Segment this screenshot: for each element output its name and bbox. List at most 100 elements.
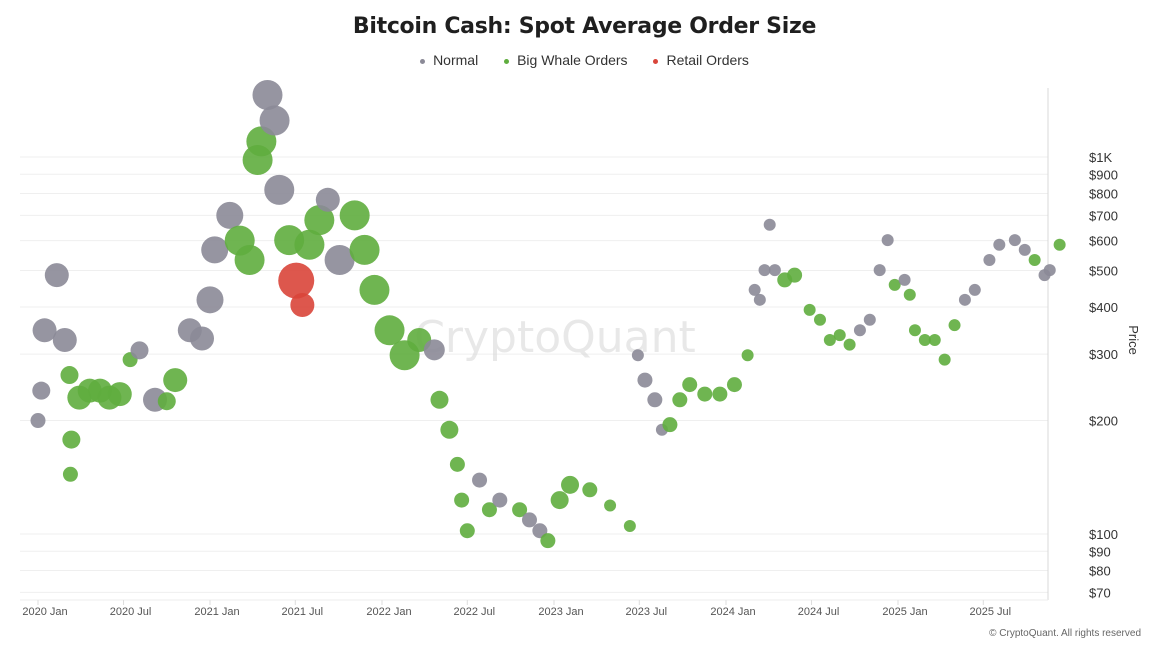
data-point-whale (843, 338, 856, 351)
data-point-whale (903, 288, 916, 301)
x-tick-label: 2021 Jul (281, 606, 323, 618)
x-tick-label: 2025 Jul (969, 606, 1011, 618)
data-point-normal (748, 283, 761, 296)
data-point-whale (339, 200, 370, 231)
data-point-normal (863, 313, 876, 326)
data-point-whale (459, 523, 475, 539)
data-point-whale (449, 456, 465, 472)
data-point-normal (993, 238, 1006, 251)
data-point-whale (938, 353, 951, 366)
legend-item-whale[interactable]: Big Whale Orders (504, 52, 628, 68)
data-point-whale (623, 520, 636, 533)
data-point-normal (423, 339, 445, 361)
data-point-whale (157, 392, 176, 411)
data-point-normal (130, 341, 149, 360)
data-point-normal (1043, 264, 1056, 277)
data-point-normal (521, 512, 537, 528)
data-point-whale (540, 533, 556, 549)
data-point-whale (454, 492, 470, 508)
data-point-whale (374, 315, 405, 346)
x-tick-label: 2023 Jan (538, 606, 583, 618)
legend-item-normal[interactable]: Normal (420, 52, 478, 68)
data-point-whale (481, 502, 497, 518)
data-point-whale (1053, 238, 1066, 251)
data-point-normal (647, 392, 663, 408)
legend-dot-retail (653, 58, 659, 64)
data-point-normal (753, 293, 766, 306)
data-point-whale (582, 482, 598, 498)
data-point-whale (672, 392, 688, 408)
y-tick-label: $700 (1089, 208, 1118, 223)
data-point-whale (697, 386, 713, 402)
data-point-whale (813, 313, 826, 326)
watermark: CryptoQuant (414, 312, 696, 363)
data-point-normal (898, 273, 911, 286)
legend-label-retail: Retail Orders (666, 52, 749, 68)
data-point-whale (823, 334, 836, 347)
legend-dot-normal (420, 58, 426, 64)
y-tick-label: $200 (1089, 414, 1118, 429)
x-tick-label: 2020 Jul (110, 606, 152, 618)
data-point-whale (62, 430, 81, 449)
data-point-whale (888, 278, 901, 291)
y-tick-label: $100 (1089, 527, 1118, 542)
data-point-normal (190, 326, 215, 351)
legend: Normal Big Whale Orders Retail Orders (0, 52, 1169, 68)
data-point-normal (1008, 234, 1021, 247)
legend-item-retail[interactable]: Retail Orders (653, 52, 749, 68)
y-tick-label: $500 (1089, 263, 1118, 278)
data-point-whale (107, 382, 132, 407)
x-tick-label: 2024 Jul (798, 606, 840, 618)
y-tick-label: $600 (1089, 234, 1118, 249)
y-tick-label: $800 (1089, 187, 1118, 202)
copyright-text: © CryptoQuant. All rights reserved (989, 628, 1141, 639)
data-point-normal (873, 264, 886, 277)
y-tick-label: $1K (1089, 150, 1112, 165)
legend-label-whale: Big Whale Orders (517, 52, 628, 68)
data-point-normal (196, 286, 224, 314)
data-point-whale (349, 234, 380, 265)
data-point-whale (430, 390, 449, 409)
y-tick-label: $300 (1089, 347, 1118, 362)
data-point-whale (359, 274, 390, 305)
data-point-normal (492, 492, 508, 508)
data-point-normal (983, 254, 996, 267)
data-point-normal (252, 80, 283, 111)
data-point-whale (234, 245, 265, 276)
data-point-normal (32, 318, 57, 343)
data-point-normal (758, 264, 771, 277)
data-point-whale (726, 377, 742, 393)
data-point-retail (278, 262, 315, 299)
legend-label-normal: Normal (433, 52, 479, 68)
y-axis-title: Price (1126, 325, 1141, 355)
data-point-whale (948, 319, 961, 332)
data-point-normal (324, 245, 355, 276)
data-point-normal (853, 324, 866, 337)
data-point-whale (741, 349, 754, 362)
data-point-normal (631, 349, 644, 362)
y-tick-label: $900 (1089, 167, 1118, 182)
data-point-whale (304, 205, 335, 236)
data-point-normal (201, 236, 229, 264)
data-point-whale (60, 366, 79, 385)
data-point-whale (833, 329, 846, 342)
legend-dot-whale (504, 58, 510, 64)
data-point-whale (908, 324, 921, 337)
data-point-whale (294, 229, 325, 260)
data-point-normal (259, 105, 290, 136)
x-tick-label: 2020 Jan (22, 606, 67, 618)
data-point-whale (550, 491, 569, 510)
data-point-normal (52, 328, 77, 353)
data-point-whale (512, 502, 528, 518)
data-point-whale (787, 267, 803, 283)
data-point-normal (472, 472, 488, 488)
data-point-normal (881, 234, 894, 247)
data-point-normal (637, 372, 653, 388)
data-point-normal (315, 187, 340, 212)
data-point-normal (968, 283, 981, 296)
x-tick-label: 2024 Jan (710, 606, 755, 618)
data-point-normal (1018, 243, 1031, 256)
data-point-normal (30, 413, 46, 429)
data-point-whale (163, 368, 188, 393)
